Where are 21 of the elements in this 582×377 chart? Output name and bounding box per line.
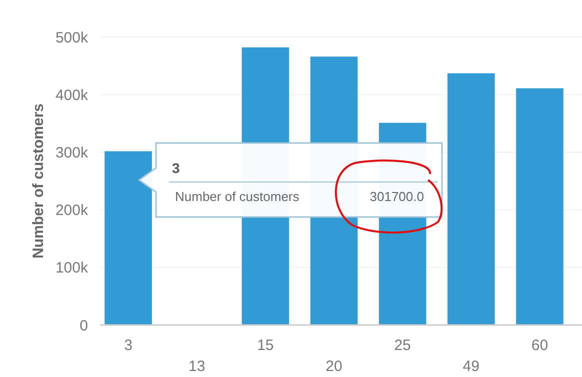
x-tick-label: 25 bbox=[394, 337, 411, 354]
annotation: 301700.0 bbox=[370, 189, 424, 204]
y-tick-label: 500k bbox=[55, 29, 88, 46]
annotation: Number of customers bbox=[175, 189, 300, 204]
y-tick-label: 200k bbox=[55, 202, 88, 220]
bar bbox=[447, 73, 495, 325]
y-tick-label: 400k bbox=[55, 86, 88, 104]
bar bbox=[104, 151, 152, 325]
bar bbox=[516, 88, 564, 325]
x-tick-label: 13 bbox=[188, 358, 206, 375]
y-tick-label: 100k bbox=[55, 260, 88, 277]
y-tick-label: 300k bbox=[55, 144, 88, 162]
tooltip: 3 Number of customers 301700.0 bbox=[138, 142, 443, 218]
x-tick-label: 3 bbox=[124, 337, 132, 354]
annotation: 3 bbox=[172, 160, 180, 176]
y-axis-title: Number of customers bbox=[30, 103, 47, 259]
x-tick-label: 20 bbox=[326, 358, 342, 375]
x-tick-label: 60 bbox=[531, 337, 548, 354]
x-tick-label: 49 bbox=[462, 358, 480, 375]
y-tick-label: 0 bbox=[80, 317, 88, 334]
x-tick-label: 15 bbox=[257, 337, 274, 354]
